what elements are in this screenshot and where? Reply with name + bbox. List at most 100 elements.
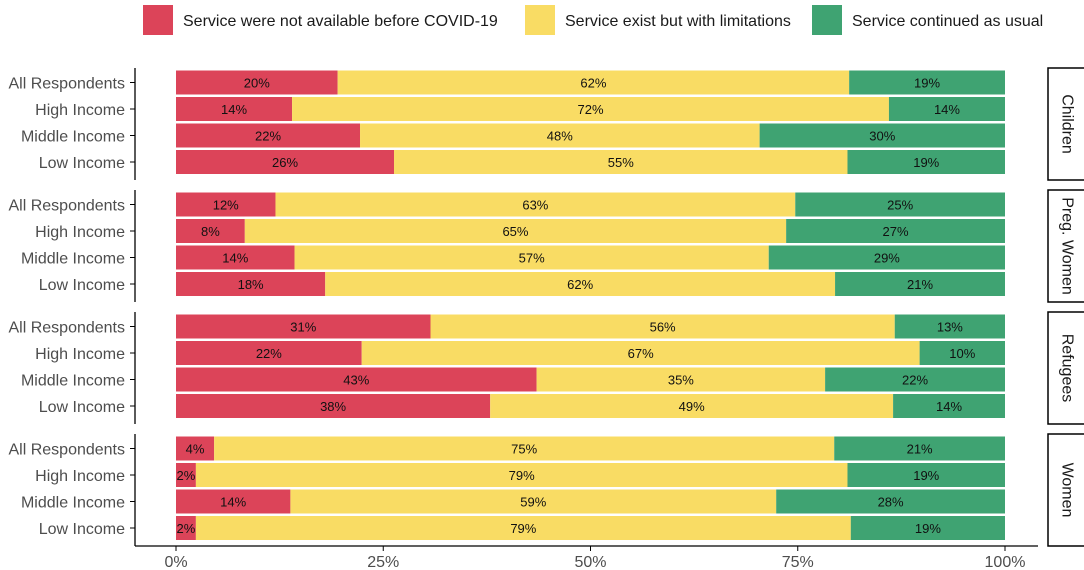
bar-segment-preg-women-middle-income-service-were-not-available-before-covid-19 — [176, 245, 295, 270]
data-label: 48% — [547, 129, 573, 144]
bar-segment-women-low-income-service-were-not-available-before-covid-19 — [176, 516, 196, 540]
data-label: 22% — [255, 129, 281, 144]
data-label: 65% — [502, 224, 528, 239]
data-label: 19% — [914, 76, 940, 91]
y-tick-label: High Income — [35, 102, 125, 119]
data-label: 18% — [238, 277, 264, 292]
data-label: 12% — [213, 198, 239, 213]
bar-segment-women-high-income-service-exist-but-with-limitations — [195, 463, 848, 487]
legend-swatch-service-continued-as-usual — [812, 5, 842, 35]
data-label: 79% — [509, 468, 535, 483]
bar-segment-children-high-income-service-continued-as-usual — [888, 97, 1005, 121]
bar-segment-refugees-middle-income-service-continued-as-usual — [825, 367, 1005, 392]
data-label: 62% — [580, 76, 606, 91]
y-tick-label: Low Income — [39, 521, 125, 538]
data-label: 43% — [343, 373, 369, 388]
bar-segment-preg-women-low-income-service-were-not-available-before-covid-19 — [176, 272, 326, 296]
y-tick-label: Low Income — [39, 399, 125, 416]
bar-segment-refugees-middle-income-service-exist-but-with-limitations — [536, 367, 826, 392]
y-tick-label: Middle Income — [21, 373, 125, 390]
bar-segment-preg-women-all-respondents-service-continued-as-usual — [795, 192, 1005, 217]
x-tick-label: 25% — [367, 554, 399, 570]
bar-segment-women-high-income-service-were-not-available-before-covid-19 — [176, 463, 196, 487]
y-tick-label: All Respondents — [8, 76, 125, 93]
facet-strip-children — [1047, 67, 1084, 181]
bar-segment-refugees-low-income-service-were-not-available-before-covid-19 — [176, 394, 491, 418]
bar-segment-women-middle-income-service-continued-as-usual — [776, 489, 1005, 514]
bar-segment-women-middle-income-service-were-not-available-before-covid-19 — [176, 489, 291, 514]
y-tick-label: High Income — [35, 224, 125, 241]
y-tick-label: High Income — [35, 468, 125, 485]
data-label: 49% — [679, 399, 705, 414]
legend-label-service-exist-but-with-limitations: Service exist but with limitations — [565, 13, 791, 30]
data-label: 59% — [520, 495, 546, 510]
data-label: 26% — [272, 155, 298, 170]
data-label: 10% — [949, 346, 975, 361]
bar-segment-refugees-all-respondents-service-exist-but-with-limitations — [430, 314, 895, 339]
bar-segment-preg-women-high-income-service-were-not-available-before-covid-19 — [176, 219, 245, 243]
x-tick-label: 75% — [782, 554, 814, 570]
y-tick-label: Middle Income — [21, 251, 125, 268]
data-label: 38% — [320, 399, 346, 414]
y-tick-label: All Respondents — [8, 198, 125, 215]
data-label: 19% — [913, 155, 939, 170]
facet-label-women: Women — [1059, 463, 1076, 518]
chart-panels: All Respondents 20% 62% 19% High Income 14% 72… — [8, 67, 1084, 547]
bar-segment-children-middle-income-service-continued-as-usual — [759, 123, 1005, 148]
bar-segment-women-all-respondents-service-were-not-available-before-covid-19 — [176, 436, 215, 461]
data-label: 57% — [519, 251, 545, 266]
x-axis: 0% 25% 50% 75% 100% — [135, 545, 1038, 570]
panel-preg-women: All Respondents 12% 63% 25% High Income 8% 65%… — [8, 189, 1084, 303]
data-label: 21% — [907, 442, 933, 457]
data-label: 20% — [244, 76, 270, 91]
data-label: 35% — [668, 373, 694, 388]
data-label: 21% — [907, 277, 933, 292]
x-tick-label: 100% — [985, 554, 1026, 570]
bar-segment-preg-women-middle-income-service-continued-as-usual — [768, 245, 1005, 270]
data-label: 30% — [869, 129, 895, 144]
bar-segment-preg-women-all-respondents-service-were-not-available-before-covid-19 — [176, 192, 276, 217]
y-tick-label: Middle Income — [21, 495, 125, 512]
y-tick-label: High Income — [35, 346, 125, 363]
bar-segment-women-high-income-service-continued-as-usual — [847, 463, 1005, 487]
bar-segment-children-high-income-service-were-not-available-before-covid-19 — [176, 97, 293, 121]
bar-segment-refugees-middle-income-service-were-not-available-before-covid-19 — [176, 367, 537, 392]
bar-segment-refugees-high-income-service-exist-but-with-limitations — [361, 341, 920, 365]
facet-label-children: Children — [1059, 94, 1076, 154]
bar-segment-refugees-low-income-service-continued-as-usual — [893, 394, 1005, 418]
bar-segment-refugees-low-income-service-exist-but-with-limitations — [490, 394, 894, 418]
legend-label-service-continued-as-usual: Service continued as usual — [852, 13, 1043, 30]
y-tick-label: Middle Income — [21, 129, 125, 146]
data-label: 67% — [628, 346, 654, 361]
data-label: 13% — [937, 320, 963, 335]
data-label: 79% — [510, 521, 536, 536]
data-label: 14% — [220, 495, 246, 510]
legend-label-service-were-not-available-before-covid-19: Service were not available before COVID-… — [183, 13, 498, 30]
data-label: 14% — [221, 102, 247, 117]
data-label: 27% — [883, 224, 909, 239]
data-label: 56% — [650, 320, 676, 335]
y-tick-label: All Respondents — [8, 442, 125, 459]
bar-segment-preg-women-low-income-service-continued-as-usual — [835, 272, 1005, 296]
bar-segment-children-high-income-service-exist-but-with-limitations — [292, 97, 889, 121]
legend-swatch-service-were-not-available-before-covid-19 — [143, 5, 173, 35]
data-label: 22% — [256, 346, 282, 361]
bar-segment-children-all-respondents-service-exist-but-with-limitations — [337, 70, 850, 95]
data-label: 14% — [934, 102, 960, 117]
facet-label-refugees: Refugees — [1059, 334, 1076, 403]
bar-segment-preg-women-high-income-service-exist-but-with-limitations — [244, 219, 787, 243]
data-label: 25% — [887, 198, 913, 213]
bar-segment-refugees-all-respondents-service-continued-as-usual — [894, 314, 1005, 339]
x-tick-label: 50% — [574, 554, 606, 570]
bar-segment-women-all-respondents-service-exist-but-with-limitations — [214, 436, 835, 461]
data-label: 19% — [915, 521, 941, 536]
bar-segment-children-middle-income-service-exist-but-with-limitations — [360, 123, 760, 148]
bar-segment-women-all-respondents-service-continued-as-usual — [834, 436, 1005, 461]
bar-segment-women-middle-income-service-exist-but-with-limitations — [290, 489, 777, 514]
bar-segment-refugees-high-income-service-continued-as-usual — [919, 341, 1005, 365]
panel-women: All Respondents 4% 75% 21% High Income 2% 79% 1… — [8, 433, 1084, 547]
data-label: 29% — [874, 251, 900, 266]
data-label: 4% — [186, 442, 205, 457]
panel-refugees: All Respondents 31% 56% 13% High Income 22% 67… — [8, 311, 1084, 425]
